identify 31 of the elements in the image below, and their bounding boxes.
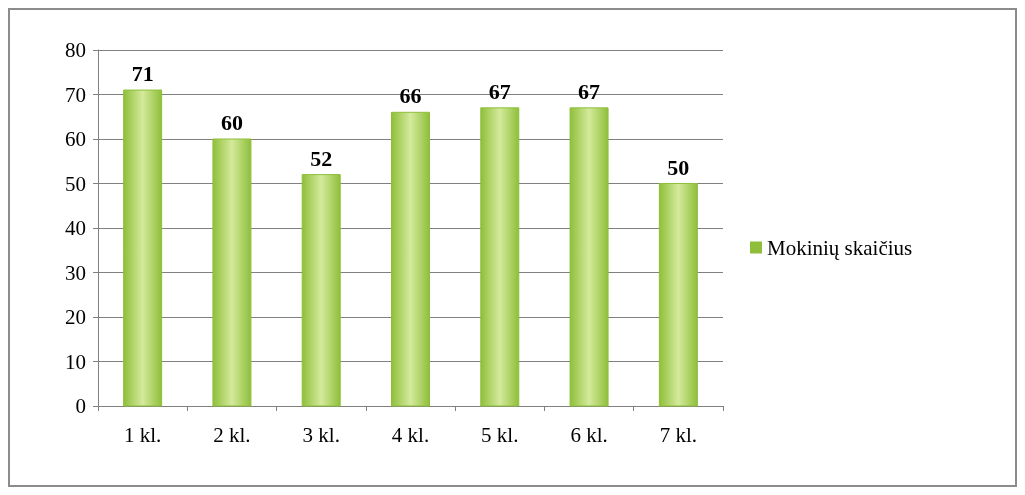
data-label: 66 — [399, 83, 422, 109]
y-tick-label: 30 — [65, 260, 86, 285]
y-tick-label: 20 — [65, 305, 86, 329]
x-tick-label: 1 kl. — [123, 422, 162, 447]
x-tick-label: 7 kl. — [659, 422, 698, 447]
x-tick-label: 6 kl. — [570, 422, 608, 447]
bar — [569, 107, 609, 407]
y-tick-label: 10 — [65, 349, 86, 374]
bar — [658, 183, 698, 407]
x-tick-label: 5 kl. — [481, 422, 519, 447]
y-tick-label: 80 — [65, 38, 86, 62]
data-label: 50 — [667, 154, 690, 180]
y-tick-label: 50 — [65, 171, 86, 196]
y-tick-label: 60 — [65, 127, 86, 151]
y-tick-label: 0 — [75, 394, 86, 418]
x-tick-label: 3 kl. — [302, 422, 340, 447]
bar — [212, 138, 252, 407]
bar — [391, 111, 430, 407]
data-label: 67 — [488, 78, 511, 104]
y-tick-label: 70 — [65, 82, 86, 107]
data-label: 60 — [220, 110, 243, 135]
bar — [480, 107, 520, 407]
bar — [301, 174, 341, 407]
data-label: 67 — [578, 78, 601, 104]
bar — [123, 89, 163, 407]
legend-label: Mokinių skaičius — [767, 235, 913, 260]
x-tick-label: 4 kl. — [391, 422, 430, 447]
data-label: 71 — [131, 61, 154, 87]
data-label: 52 — [310, 145, 333, 171]
x-tick-label: 2 kl. — [213, 422, 251, 447]
y-tick-label: 40 — [65, 216, 86, 240]
